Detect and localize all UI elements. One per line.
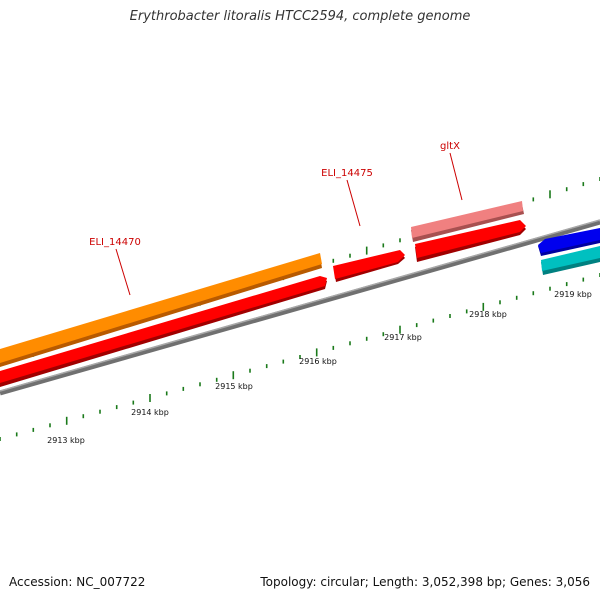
label-gltx: gltX	[440, 141, 463, 201]
label-eli-14470: ELI_14470	[89, 237, 141, 296]
cds-gltx[interactable]	[415, 220, 526, 262]
tick-label-2914: 2914 kbp	[131, 408, 169, 417]
tick-label-2915: 2915 kbp	[215, 382, 253, 391]
tick-label-2918: 2918 kbp	[469, 310, 507, 319]
gene-eli-14470[interactable]	[0, 253, 322, 367]
gene-next[interactable]	[541, 246, 600, 275]
genome-backbone	[0, 219, 600, 396]
tick-label-2917: 2917 kbp	[384, 333, 422, 342]
gene-label-eli-14470: ELI_14470	[89, 237, 141, 248]
genome-summary-text: Topology: circular; Length: 3,052,398 bp…	[260, 575, 590, 589]
label-eli-14475: ELI_14475	[321, 168, 373, 227]
accession-text: Accession: NC_007722	[9, 575, 146, 589]
map-title: Erythrobacter litoralis HTCC2594, comple…	[129, 9, 471, 24]
scale-labels: 2913 kbp 2914 kbp 2915 kbp 2916 kbp 2917…	[47, 290, 592, 445]
cds-eli-14470[interactable]	[0, 276, 327, 387]
tick-label-2916: 2916 kbp	[299, 357, 337, 366]
gene-label-gltx: gltX	[440, 141, 460, 152]
cds-eli-14475[interactable]	[333, 250, 405, 282]
cds-next[interactable]	[538, 228, 600, 256]
gene-label-eli-14475: ELI_14475	[321, 168, 373, 179]
tick-label-2919: 2919 kbp	[554, 290, 592, 299]
gene-gltx[interactable]	[411, 201, 524, 242]
tick-label-2913: 2913 kbp	[47, 436, 85, 445]
